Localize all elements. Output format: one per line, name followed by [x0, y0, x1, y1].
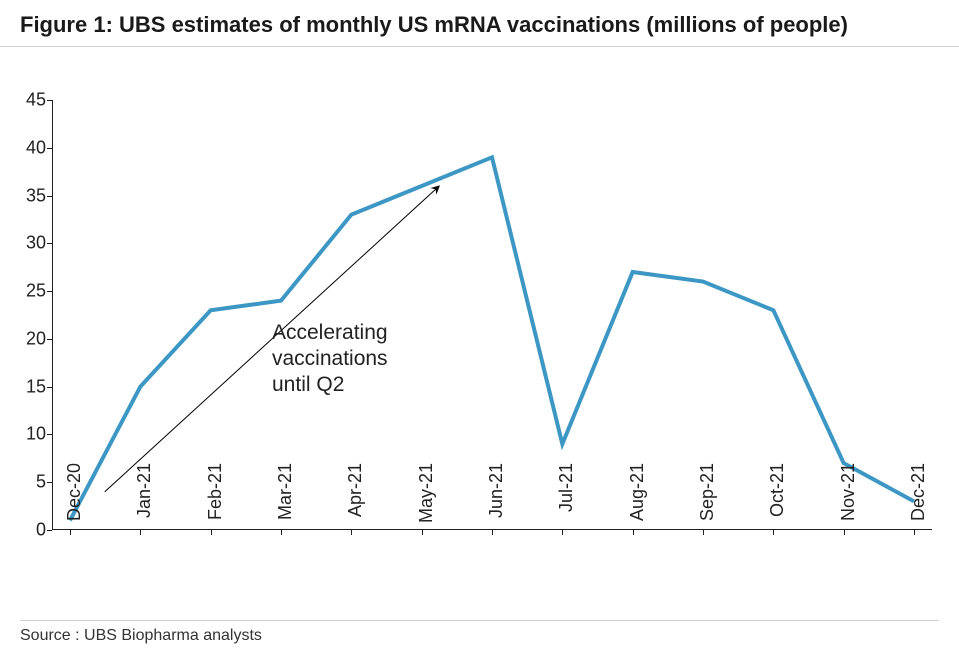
x-tick-mark [773, 530, 774, 535]
x-tick-label: Jan-21 [134, 463, 155, 538]
source-block: Source : UBS Biopharma analysts [20, 620, 939, 645]
title-block: Figure 1: UBS estimates of monthly US mR… [0, 0, 959, 47]
chart-area: Accelerating vaccinations until Q2 05101… [52, 100, 932, 530]
annotation-line2: vaccinations [272, 347, 388, 370]
y-tick-label: 35 [12, 185, 52, 206]
x-tick-label: Dec-21 [908, 463, 929, 538]
annotation-text: Accelerating vaccinations until Q2 [272, 320, 388, 399]
x-tick-mark [140, 530, 141, 535]
y-tick-label: 10 [12, 424, 52, 445]
x-tick-label: Mar-21 [275, 463, 296, 538]
x-tick-label: Feb-21 [205, 463, 226, 538]
y-tick-mark [47, 243, 52, 244]
y-tick-label: 5 [12, 472, 52, 493]
x-tick-label: Sep-21 [697, 463, 718, 538]
x-tick-label: May-21 [416, 463, 437, 538]
y-tick-label: 45 [12, 90, 52, 111]
x-tick-mark [422, 530, 423, 535]
y-tick-label: 30 [12, 233, 52, 254]
figure-title: Figure 1: UBS estimates of monthly US mR… [20, 12, 939, 38]
y-tick-mark [47, 196, 52, 197]
source-text: Source : UBS Biopharma analysts [20, 627, 262, 644]
y-tick-mark [47, 339, 52, 340]
y-tick-mark [47, 387, 52, 388]
x-tick-mark [844, 530, 845, 535]
x-tick-label: Jul-21 [556, 463, 577, 538]
x-tick-label: Dec-20 [64, 463, 85, 538]
x-tick-label: Oct-21 [767, 463, 788, 538]
y-tick-mark [47, 100, 52, 101]
y-tick-mark [47, 482, 52, 483]
annotation-line3: until Q2 [272, 373, 344, 396]
x-tick-mark [633, 530, 634, 535]
y-tick-label: 25 [12, 281, 52, 302]
y-tick-mark [47, 530, 52, 531]
x-tick-mark [562, 530, 563, 535]
x-tick-label: Jun-21 [486, 463, 507, 538]
x-tick-mark [703, 530, 704, 535]
x-tick-label: Apr-21 [345, 463, 366, 538]
y-tick-mark [47, 148, 52, 149]
annotation-line1: Accelerating [272, 321, 388, 344]
x-tick-mark [914, 530, 915, 535]
x-tick-mark [281, 530, 282, 535]
x-tick-label: Nov-21 [838, 463, 859, 538]
x-tick-mark [492, 530, 493, 535]
x-tick-mark [351, 530, 352, 535]
y-tick-label: 0 [12, 520, 52, 541]
x-tick-mark [70, 530, 71, 535]
y-tick-label: 40 [12, 137, 52, 158]
y-tick-mark [47, 434, 52, 435]
y-tick-mark [47, 291, 52, 292]
y-tick-label: 20 [12, 328, 52, 349]
y-tick-label: 15 [12, 376, 52, 397]
x-tick-label: Aug-21 [627, 463, 648, 538]
x-tick-mark [211, 530, 212, 535]
